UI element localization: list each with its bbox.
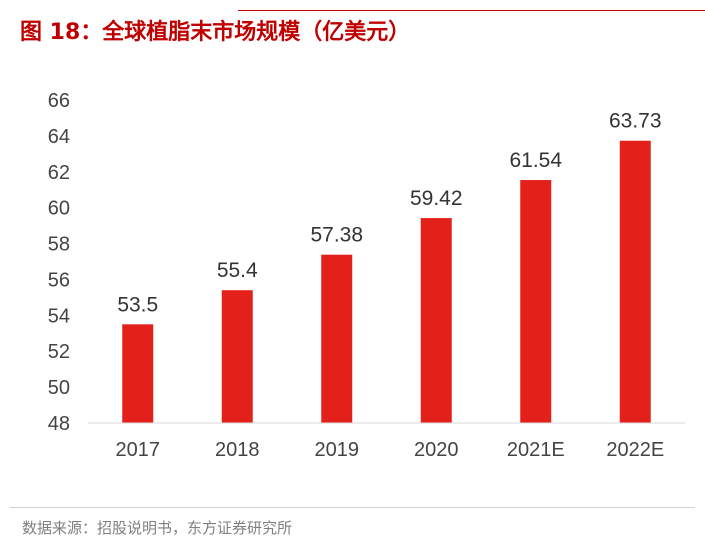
data-label-2019: 57.38	[310, 224, 363, 247]
y-tick-label: 64	[48, 126, 70, 148]
data-label-2020: 59.42	[410, 187, 463, 210]
source-rule	[10, 507, 695, 508]
y-tick-label: 66	[48, 90, 70, 112]
bar-2021E	[520, 180, 552, 423]
source-note: 数据来源：招股说明书，东方证券研究所	[22, 519, 293, 537]
bars	[122, 140, 651, 423]
title-rule	[238, 10, 705, 11]
data-label-2018: 55.4	[217, 259, 258, 282]
y-tick-label: 60	[48, 198, 70, 220]
bar-2022E	[619, 140, 651, 423]
bar-2017	[122, 324, 154, 423]
x-tick-label: 2017	[116, 439, 161, 461]
x-axis: 2017 2018 2019 2020 2021E 2022E	[116, 439, 665, 461]
bar-2018	[221, 290, 253, 423]
y-tick-label: 58	[48, 234, 70, 256]
bar-2019	[321, 254, 353, 423]
x-tick-label: 2022E	[606, 439, 664, 461]
data-labels: 53.5 55.4 57.38 59.42 61.54 63.73	[117, 110, 661, 317]
data-label-2017: 53.5	[117, 293, 158, 316]
bar-chart: 48 50 52 54 56 58 60 62 64 66 53.5 55.4 57.38 59.42 6…	[48, 90, 685, 461]
x-tick-label: 2019	[315, 439, 360, 461]
y-tick-label: 54	[48, 305, 70, 327]
y-tick-label: 52	[48, 341, 70, 363]
y-axis: 48 50 52 54 56 58 60 62 64 66	[48, 90, 70, 435]
x-tick-label: 2020	[414, 439, 459, 461]
y-tick-label: 50	[48, 377, 70, 399]
bar-2020	[420, 218, 452, 423]
data-label-2022E: 63.73	[609, 110, 662, 133]
x-tick-label: 2021E	[507, 439, 565, 461]
y-tick-label: 48	[48, 413, 70, 435]
y-tick-label: 62	[48, 162, 70, 184]
figure-title: 图 18：全球植脂末市场规模（亿美元）	[20, 20, 411, 45]
x-tick-label: 2018	[215, 439, 260, 461]
y-tick-label: 56	[48, 269, 70, 291]
data-label-2021E: 61.54	[509, 149, 562, 172]
